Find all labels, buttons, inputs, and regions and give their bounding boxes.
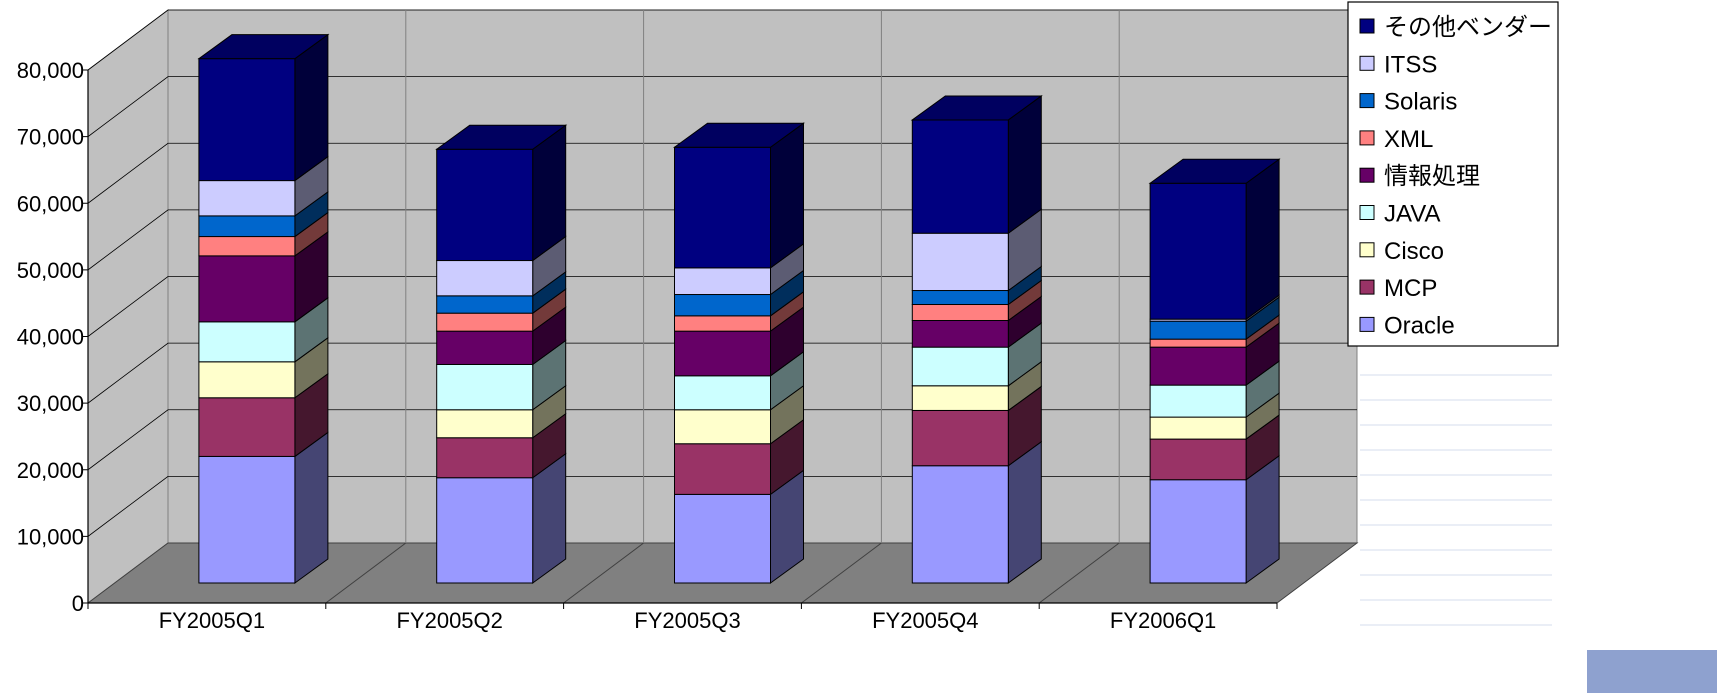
floor-divider bbox=[1038, 542, 1120, 604]
legend-swatch bbox=[1359, 130, 1375, 146]
legend-swatch bbox=[1359, 279, 1375, 295]
bar-FY2005Q2-Cisco bbox=[436, 409, 534, 439]
legend-box bbox=[1347, 1, 1559, 347]
bar-FY2005Q1-Oracle-side bbox=[294, 431, 329, 584]
floor-divider bbox=[563, 542, 644, 604]
bar-FY2006Q1-Cisco bbox=[1149, 416, 1247, 440]
legend-swatch bbox=[1359, 55, 1375, 71]
bar-FY2005Q2-情報処理 bbox=[436, 330, 534, 365]
axis-labels: 0 10,000 20,000 30,000 40,000 50,000 60,000 70,… bbox=[17, 58, 1217, 633]
bar-FY2005Q1-その他ベンダー bbox=[198, 58, 296, 182]
bar-FY2006Q1-Oracle bbox=[1149, 479, 1247, 584]
bar-FY2005Q3-その他ベンダー-top bbox=[672, 122, 806, 148]
bar-FY2005Q4-Oracle bbox=[911, 465, 1009, 584]
bar-FY2005Q4-Oracle-side bbox=[1007, 440, 1042, 584]
bar-FY2005Q3-JAVA bbox=[674, 375, 771, 411]
bars bbox=[197, 33, 1281, 584]
bar-FY2005Q3-ITSS bbox=[674, 267, 771, 296]
bar-FY2006Q1-XML bbox=[1149, 338, 1247, 348]
bar-FY2005Q4-Solaris bbox=[911, 290, 1009, 306]
y-tick-label: 20,000 bbox=[17, 458, 84, 483]
bar-FY2006Q1-MCP bbox=[1149, 438, 1247, 481]
bar-FY2005Q4-JAVA bbox=[911, 346, 1009, 387]
bar-FY2005Q2-その他ベンダー bbox=[436, 148, 534, 262]
bar-FY2005Q1-その他ベンダー-top bbox=[197, 34, 330, 60]
bar-FY2005Q2-その他ベンダー-top bbox=[435, 124, 568, 150]
legend-label: XML bbox=[1384, 126, 1433, 153]
bar-FY2006Q1-その他ベンダー-top bbox=[1148, 158, 1281, 184]
bar-FY2005Q3-情報処理 bbox=[674, 330, 771, 377]
bar-FY2005Q3-Cisco bbox=[674, 409, 771, 445]
bar-FY2006Q1-その他ベンダー bbox=[1149, 182, 1247, 320]
axes bbox=[82, 69, 1278, 609]
legend-label: その他ベンダー bbox=[1384, 14, 1552, 41]
y-tick-label: 50,000 bbox=[17, 258, 84, 283]
legend-label: JAVA bbox=[1384, 201, 1440, 228]
bar-FY2005Q3-XML bbox=[674, 315, 771, 332]
bar-FY2005Q4-ITSS bbox=[911, 232, 1009, 292]
bar-FY2005Q3-その他ベンダー bbox=[674, 146, 771, 269]
x-tick-label: FY2005Q2 bbox=[396, 608, 502, 633]
legend-label: MCP bbox=[1384, 275, 1437, 302]
x-tick-label: FY2005Q3 bbox=[634, 608, 740, 633]
legend-swatch bbox=[1359, 316, 1375, 332]
legend-swatch bbox=[1359, 167, 1375, 183]
bar-FY2005Q3-Solaris bbox=[674, 294, 771, 317]
bar-FY2005Q2-XML bbox=[436, 312, 534, 332]
bar-FY2006Q1-その他ベンダー-side bbox=[1245, 158, 1280, 321]
bar-FY2005Q1-Cisco bbox=[198, 361, 296, 399]
bar-FY2005Q3-Oracle bbox=[674, 493, 771, 584]
bar-FY2005Q1-JAVA bbox=[198, 321, 296, 363]
y-tick-label: 60,000 bbox=[17, 191, 84, 216]
x-tick-label: FY2005Q4 bbox=[872, 608, 978, 633]
bar-FY2005Q4-MCP bbox=[911, 409, 1009, 467]
bar-FY2005Q1-その他ベンダー-side bbox=[294, 33, 329, 182]
legend-label: Oracle bbox=[1384, 312, 1455, 339]
bar-FY2005Q1-情報処理 bbox=[198, 255, 296, 323]
floor-divider bbox=[801, 542, 882, 604]
bar-FY2005Q1-ITSS bbox=[198, 180, 296, 217]
y-tick-label: 0 bbox=[72, 591, 84, 616]
gridline-h bbox=[87, 76, 1357, 137]
bar-FY2005Q1-Solaris bbox=[198, 215, 296, 238]
legend-label: ITSS bbox=[1384, 51, 1437, 78]
y-tick-label: 70,000 bbox=[17, 125, 84, 150]
x-tick-label: FY2005Q1 bbox=[159, 608, 265, 633]
bar-FY2005Q4-その他ベンダー bbox=[911, 119, 1009, 234]
bar-FY2005Q4-情報処理 bbox=[911, 319, 1009, 348]
legend-label: 情報処理 bbox=[1384, 163, 1480, 190]
y-tick-label: 40,000 bbox=[17, 325, 84, 350]
bar-FY2005Q3-MCP bbox=[674, 443, 771, 495]
gridline-h bbox=[87, 9, 1357, 71]
bar-FY2005Q2-JAVA bbox=[436, 363, 534, 411]
bar-FY2005Q1-MCP bbox=[198, 397, 296, 457]
legend-swatch bbox=[1359, 205, 1375, 220]
bar-FY2005Q1-Oracle bbox=[198, 455, 296, 584]
bar-FY2005Q3-その他ベンダー-side bbox=[770, 122, 804, 269]
legend: その他ベンダー ITSS Solaris XML 情報処理 JAVA Cisco MCP Ora… bbox=[1347, 1, 1559, 347]
legend-swatch bbox=[1359, 93, 1375, 109]
bar-FY2005Q2-Oracle bbox=[436, 477, 534, 584]
legend-swatch bbox=[1359, 18, 1375, 34]
y-tick-label: 10,000 bbox=[17, 524, 84, 549]
decor-block bbox=[1587, 650, 1717, 693]
bar-FY2005Q2-ITSS bbox=[436, 260, 534, 297]
legend-swatch bbox=[1359, 242, 1375, 258]
legend-label: Cisco bbox=[1384, 238, 1444, 265]
y-tick-label: 30,000 bbox=[17, 391, 84, 416]
bar-FY2006Q1-情報処理 bbox=[1149, 346, 1247, 386]
bar-FY2005Q4-XML bbox=[911, 304, 1009, 321]
bar-FY2005Q2-Solaris bbox=[436, 295, 534, 314]
floor-divider bbox=[325, 542, 407, 604]
bar-FY2006Q1-Solaris bbox=[1149, 320, 1247, 340]
bar-FY2005Q2-MCP bbox=[436, 437, 534, 479]
x-tick-label: FY2006Q1 bbox=[1110, 608, 1216, 633]
legend-label: Solaris bbox=[1384, 89, 1457, 116]
bar-FY2005Q1-XML bbox=[198, 236, 296, 257]
bar-FY2005Q4-Cisco bbox=[911, 385, 1009, 411]
y-tick-label: 80,000 bbox=[17, 58, 84, 83]
bar-FY2005Q4-その他ベンダー-top bbox=[910, 95, 1043, 121]
bar-FY2006Q1-JAVA bbox=[1149, 384, 1247, 418]
